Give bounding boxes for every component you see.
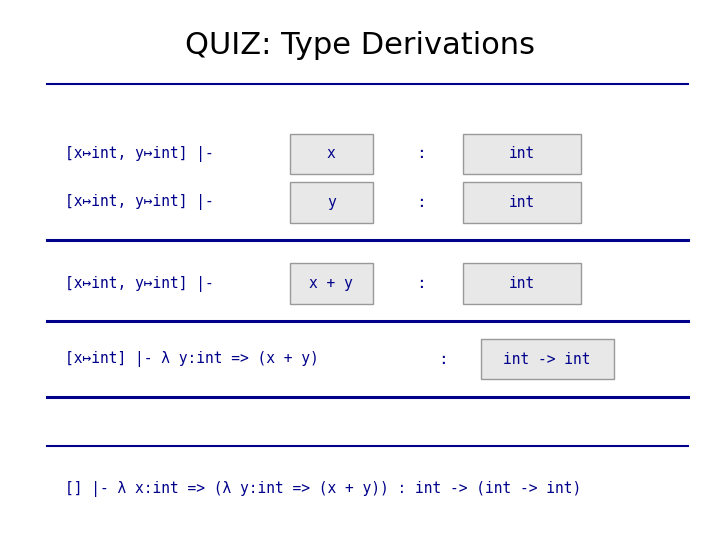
Text: [x↦int, y↦int] |-: [x↦int, y↦int] |- <box>65 194 214 211</box>
Text: [x↦int, y↦int] |-: [x↦int, y↦int] |- <box>65 146 214 162</box>
Text: y: y <box>327 195 336 210</box>
FancyBboxPatch shape <box>462 263 582 303</box>
Text: :: : <box>416 276 426 291</box>
Text: int: int <box>509 195 535 210</box>
FancyBboxPatch shape <box>462 134 582 174</box>
Text: [x↦int, y↦int] |-: [x↦int, y↦int] |- <box>65 275 214 292</box>
FancyBboxPatch shape <box>481 339 614 379</box>
Text: QUIZ: Type Derivations: QUIZ: Type Derivations <box>185 31 535 60</box>
FancyBboxPatch shape <box>289 134 373 174</box>
FancyBboxPatch shape <box>289 183 373 222</box>
Text: x: x <box>327 146 336 161</box>
Text: [] |- λ x:int => (λ y:int => (x + y)) : int -> (int -> int): [] |- λ x:int => (λ y:int => (x + y)) : … <box>65 481 581 497</box>
Text: :: : <box>438 352 448 367</box>
Text: int -> int: int -> int <box>503 352 591 367</box>
Text: [x↦int] |- λ y:int => (x + y): [x↦int] |- λ y:int => (x + y) <box>65 351 318 367</box>
FancyBboxPatch shape <box>289 263 373 303</box>
Text: x + y: x + y <box>310 276 353 291</box>
FancyBboxPatch shape <box>462 183 582 222</box>
Text: int: int <box>509 276 535 291</box>
Text: :: : <box>416 146 426 161</box>
Text: int: int <box>509 146 535 161</box>
Text: :: : <box>416 195 426 210</box>
